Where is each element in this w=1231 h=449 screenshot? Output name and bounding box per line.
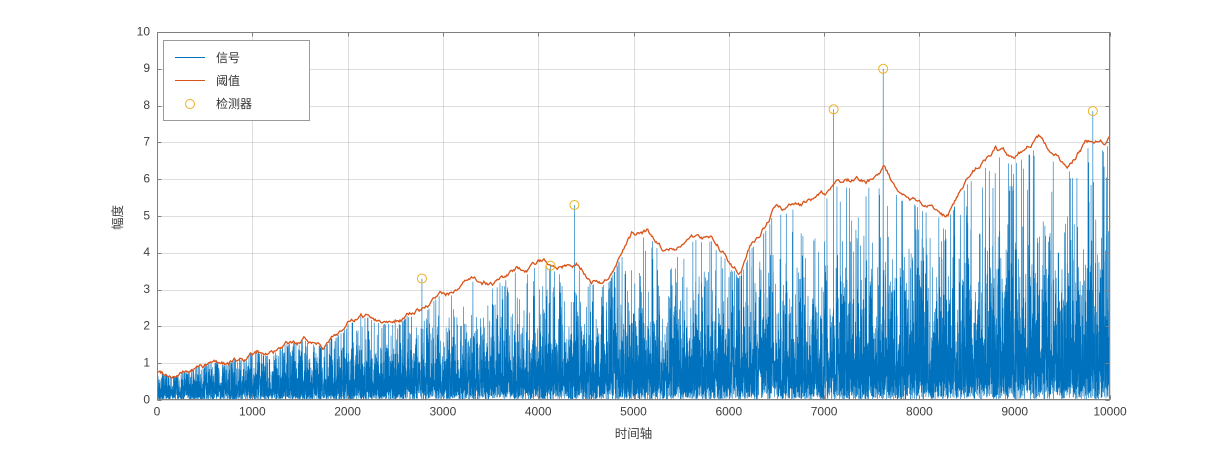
legend-item-detector: 检测器	[164, 92, 309, 115]
signal-line-icon	[173, 57, 207, 58]
legend-label: 检测器	[216, 97, 253, 111]
legend-item-signal: 信号	[164, 46, 309, 69]
legend-label: 阈值	[216, 74, 241, 88]
detector-circle-icon	[173, 98, 207, 109]
x-axis-label: 时间轴	[614, 427, 653, 441]
y-axis-label: 幅度	[111, 204, 126, 231]
legend-label: 信号	[216, 51, 241, 65]
legend: 信号 阈值 检测器	[163, 40, 310, 121]
legend-item-threshold: 阈值	[164, 69, 309, 92]
threshold-line-icon	[173, 80, 207, 81]
